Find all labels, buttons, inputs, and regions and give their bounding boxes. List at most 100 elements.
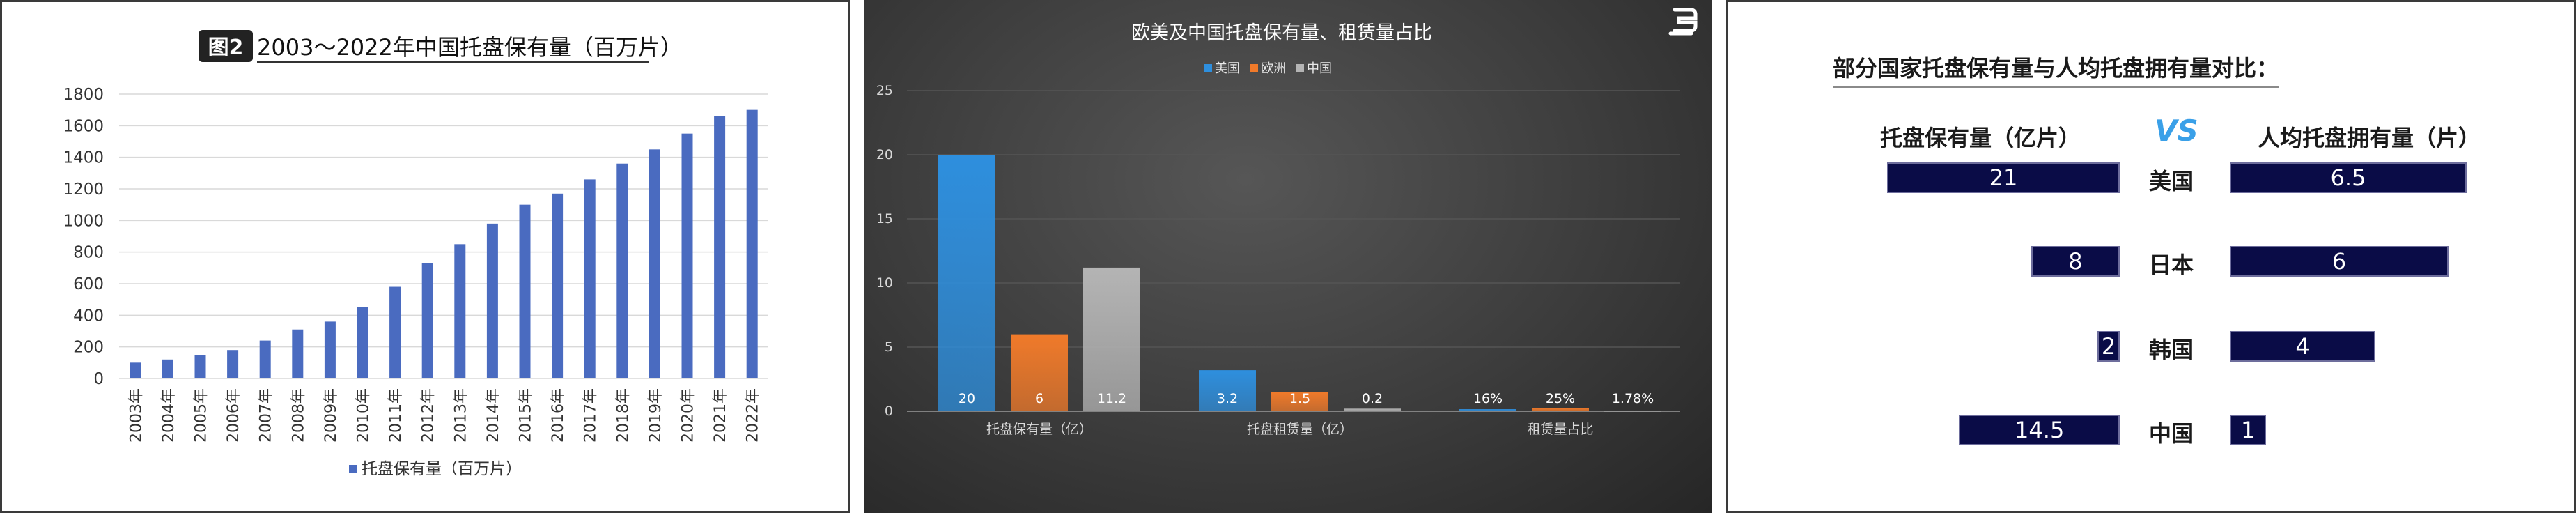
chart1-title-badge-bg bbox=[199, 30, 253, 62]
chart1-xtick-label: 2021年 bbox=[712, 388, 729, 443]
chart1-bar bbox=[649, 149, 660, 379]
chart2-legend-swatch bbox=[1250, 64, 1258, 72]
chart2-ytick-label: 15 bbox=[876, 211, 893, 227]
chart2-ytick-label: 10 bbox=[876, 275, 893, 291]
chart2-bar bbox=[1604, 411, 1661, 412]
chart2-data-label: 6 bbox=[1035, 391, 1043, 406]
chart1-xtick-label: 2005年 bbox=[193, 388, 210, 443]
chart2-ytick-label: 5 bbox=[885, 339, 893, 355]
chart2-legend-label: 欧洲 bbox=[1261, 61, 1286, 76]
logo-icon-path bbox=[1668, 8, 1698, 36]
chart3-right-bar: 6.5 bbox=[2230, 162, 2467, 193]
chart1-xtick-label: 2016年 bbox=[550, 388, 567, 443]
chart1-xtick-label: 2011年 bbox=[387, 388, 405, 443]
chart1-ytick-label: 1800 bbox=[63, 86, 104, 104]
chart3-country-label: 中国 bbox=[2148, 420, 2194, 447]
chart2-ytick-label: 0 bbox=[885, 404, 893, 419]
chart2-data-label: 1.5 bbox=[1289, 391, 1310, 406]
vs-icon: VS bbox=[2155, 114, 2198, 148]
chart1-title-badge: 图2 bbox=[208, 36, 244, 60]
chart3-country-label: 美国 bbox=[2148, 168, 2194, 194]
chart2-legend-swatch bbox=[1296, 64, 1304, 72]
chart1-ytick-label: 1000 bbox=[63, 212, 104, 230]
chart3-country-label: 韩国 bbox=[2148, 337, 2194, 363]
chart3-left-bar: 21 bbox=[1887, 162, 2120, 193]
chart3-country-label: 日本 bbox=[2148, 252, 2194, 278]
chart1-svg: 图2 2003～2022年中国托盘保有量（百万片） 0 200 400 600 800 100… bbox=[63, 30, 768, 478]
chart2-bar bbox=[1532, 408, 1589, 411]
chart2-data-label: 16% bbox=[1473, 391, 1503, 406]
chart1-bar bbox=[259, 340, 271, 378]
chart1-xtick-label: 2020年 bbox=[680, 388, 697, 443]
chart3-title: 部分国家托盘保有量与人均托盘拥有量对比： bbox=[1833, 51, 2279, 88]
chart2-bar bbox=[938, 155, 995, 411]
chart1-xtick-label: 2010年 bbox=[355, 388, 373, 443]
chart3-right-bar: 6 bbox=[2230, 246, 2449, 277]
chart-panel-rental-comparison: 欧美及中国托盘保有量、租赁量占比 美国 欧洲 中国 0 5 10 15 20 25 20 3.2 16%… bbox=[864, 0, 1712, 513]
chart1-title: 2003～2022年中国托盘保有量（百万片） bbox=[257, 34, 683, 61]
chart1-xtick-label: 2007年 bbox=[258, 388, 275, 443]
chart2-legend-label: 中国 bbox=[1307, 61, 1332, 76]
chart1-xtick-label: 2008年 bbox=[290, 388, 307, 443]
chart2-data-label: 20 bbox=[959, 391, 975, 406]
chart3-right-bar: 4 bbox=[2230, 331, 2376, 362]
chart1-ytick-label: 200 bbox=[73, 339, 104, 357]
chart2-xtick-label: 托盘保有量（亿） bbox=[986, 422, 1092, 437]
chart1-xtick-label: 2017年 bbox=[582, 388, 600, 443]
chart2-legend-label: 美国 bbox=[1215, 61, 1240, 76]
chart1-bar bbox=[552, 193, 564, 378]
chart1-xtick-label: 2006年 bbox=[225, 388, 242, 443]
chart3-left-bar: 14.5 bbox=[1959, 415, 2120, 445]
chart1-bar bbox=[227, 350, 239, 378]
chart1-xtick-label: 2022年 bbox=[745, 388, 762, 443]
chart1-bar bbox=[584, 179, 596, 378]
chart2-data-label: 0.2 bbox=[1362, 391, 1383, 406]
chart1-bar bbox=[389, 286, 401, 378]
chart1-xtick-label: 2015年 bbox=[518, 388, 535, 443]
chart3-right-bar: 1 bbox=[2230, 415, 2267, 445]
chart1-ytick-label: 1600 bbox=[63, 117, 104, 135]
chart-panel-country-comparison: 部分国家托盘保有量与人均托盘拥有量对比： 托盘保有量（亿片） VS 人均托盘拥有… bbox=[1726, 0, 2576, 513]
chart1-bar bbox=[681, 133, 693, 378]
chart1-bar bbox=[486, 223, 498, 378]
chart1-legend-label: 托盘保有量（百万片） bbox=[362, 460, 522, 478]
chart1-bar bbox=[746, 109, 758, 378]
chart1-xtick-label: 2012年 bbox=[420, 388, 437, 443]
chart1-bar bbox=[357, 307, 368, 378]
chart1-ytick-label: 0 bbox=[93, 370, 104, 388]
chart1-ytick-label: 600 bbox=[73, 275, 104, 293]
chart1-xtick-label: 2013年 bbox=[452, 388, 470, 443]
chart1-ytick-label: 800 bbox=[73, 244, 104, 262]
chart3-left-bar: 2 bbox=[2097, 331, 2120, 362]
chart1-bar bbox=[162, 359, 173, 378]
chart1-bar bbox=[714, 116, 726, 378]
chart1-xtick-label: 2003年 bbox=[127, 388, 145, 443]
chart1-bar bbox=[194, 355, 206, 378]
chart3-right-header: 人均托盘拥有量（片） bbox=[2258, 125, 2481, 151]
chart3-left-bar: 8 bbox=[2031, 246, 2120, 277]
chart1-xtick-label: 2004年 bbox=[160, 388, 178, 443]
chart1-ytick-label: 400 bbox=[73, 307, 104, 325]
chart2-bar bbox=[1344, 408, 1401, 411]
chart2-bar bbox=[1083, 267, 1140, 411]
chart2-title: 欧美及中国托盘保有量、租赁量占比 bbox=[1131, 22, 1432, 44]
chart1-xtick-label: 2014年 bbox=[485, 388, 502, 443]
chart1-bar bbox=[519, 204, 531, 378]
chart3-left-header: 托盘保有量（亿片） bbox=[1880, 125, 2081, 151]
chart2-bar bbox=[1271, 392, 1328, 411]
chart2-data-label: 11.2 bbox=[1097, 391, 1126, 406]
chart1-xtick-label: 2009年 bbox=[323, 388, 340, 443]
chart1-legend-swatch bbox=[349, 465, 357, 473]
chart1-ytick-label: 1200 bbox=[63, 181, 104, 199]
chart2-bar bbox=[1011, 334, 1068, 411]
chart1-bar bbox=[292, 329, 304, 378]
chart2-ytick-label: 20 bbox=[876, 147, 893, 162]
chart1-bar bbox=[454, 244, 466, 378]
chart1-xtick-label: 2018年 bbox=[614, 388, 632, 443]
chart2-legend-swatch bbox=[1204, 64, 1212, 72]
chart1-bar bbox=[616, 163, 628, 378]
chart2-bar bbox=[1199, 370, 1256, 411]
chart2-xtick-label: 托盘租赁量（亿） bbox=[1247, 422, 1353, 437]
chart2-data-label: 3.2 bbox=[1217, 391, 1238, 406]
